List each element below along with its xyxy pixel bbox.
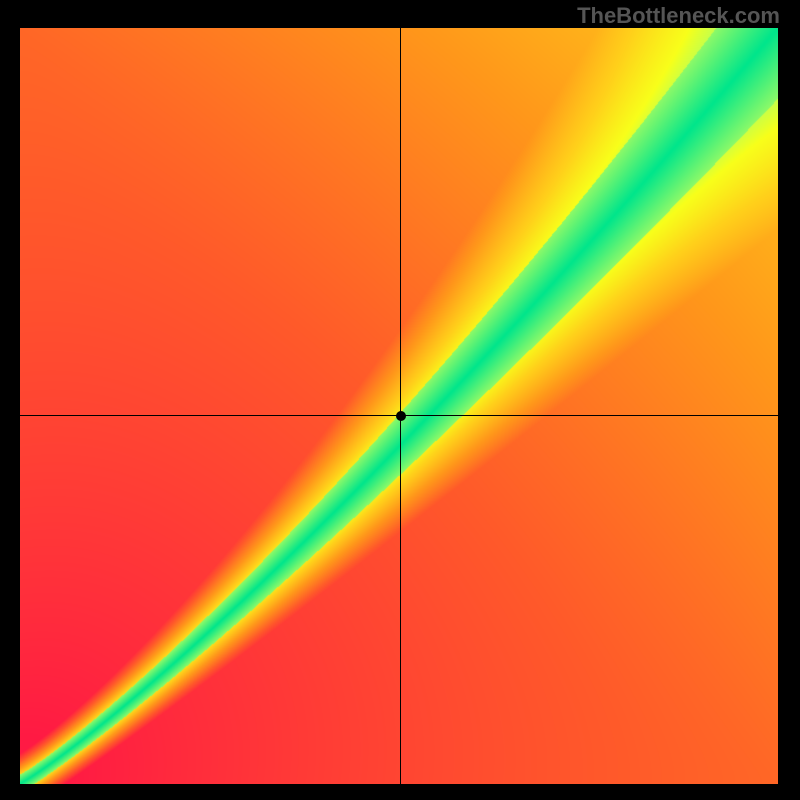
crosshair-vertical	[400, 28, 401, 784]
watermark-text: TheBottleneck.com	[577, 3, 780, 29]
bottleneck-heatmap	[20, 28, 778, 784]
heatmap-canvas	[20, 28, 778, 784]
crosshair-marker	[396, 411, 406, 421]
